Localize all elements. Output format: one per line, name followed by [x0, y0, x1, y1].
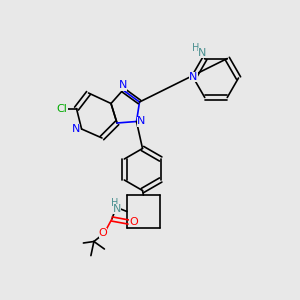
Text: N: N	[137, 116, 145, 127]
Text: O: O	[129, 217, 138, 227]
Text: N: N	[119, 80, 127, 91]
Text: H: H	[192, 43, 200, 53]
Text: N: N	[189, 71, 198, 82]
Text: N: N	[198, 47, 206, 58]
Text: H: H	[111, 198, 118, 208]
Text: Cl: Cl	[57, 103, 68, 114]
Text: N: N	[113, 203, 121, 214]
Text: N: N	[72, 124, 80, 134]
Text: O: O	[98, 227, 107, 238]
